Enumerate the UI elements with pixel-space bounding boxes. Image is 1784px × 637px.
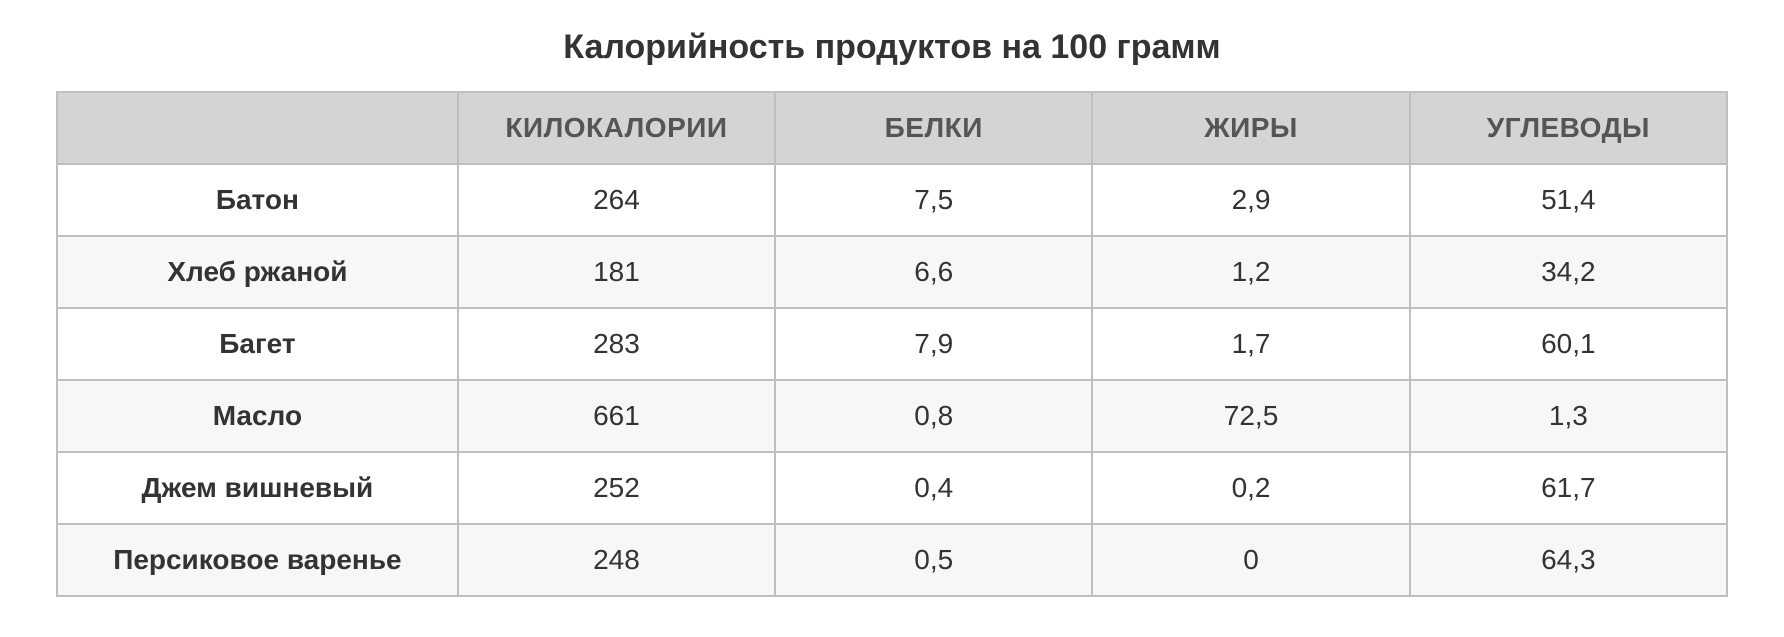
table-cell: 0	[1092, 524, 1409, 596]
page-container: Калорийность продуктов на 100 грамм КИЛО…	[0, 0, 1784, 637]
page-title: Калорийность продуктов на 100 грамм	[56, 28, 1728, 67]
table-row: Персиковое варенье 248 0,5 0 64,3	[57, 524, 1727, 596]
table-cell: 252	[458, 452, 775, 524]
table-cell: 1,3	[1410, 380, 1727, 452]
table-row: Батон 264 7,5 2,9 51,4	[57, 164, 1727, 236]
table-header-empty	[57, 92, 458, 164]
table-cell: 248	[458, 524, 775, 596]
table-cell: 51,4	[1410, 164, 1727, 236]
table-cell: 6,6	[775, 236, 1092, 308]
table-cell: 1,7	[1092, 308, 1409, 380]
table-header-cell: КИЛОКАЛОРИИ	[458, 92, 775, 164]
table-cell: 0,8	[775, 380, 1092, 452]
table-header-cell: ЖИРЫ	[1092, 92, 1409, 164]
table-row: Масло 661 0,8 72,5 1,3	[57, 380, 1727, 452]
table-row: Багет 283 7,9 1,7 60,1	[57, 308, 1727, 380]
table-cell: 64,3	[1410, 524, 1727, 596]
table-cell: 7,5	[775, 164, 1092, 236]
table-header-cell: БЕЛКИ	[775, 92, 1092, 164]
table-row-label: Багет	[57, 308, 458, 380]
table-row: Джем вишневый 252 0,4 0,2 61,7	[57, 452, 1727, 524]
table-cell: 72,5	[1092, 380, 1409, 452]
table-cell: 60,1	[1410, 308, 1727, 380]
table-header-cell: УГЛЕВОДЫ	[1410, 92, 1727, 164]
table-cell: 181	[458, 236, 775, 308]
table-row-label: Джем вишневый	[57, 452, 458, 524]
table-row-label: Батон	[57, 164, 458, 236]
table-cell: 1,2	[1092, 236, 1409, 308]
table-cell: 7,9	[775, 308, 1092, 380]
table-cell: 0,4	[775, 452, 1092, 524]
table-cell: 0,5	[775, 524, 1092, 596]
table-row: Хлеб ржаной 181 6,6 1,2 34,2	[57, 236, 1727, 308]
nutrition-table: КИЛОКАЛОРИИ БЕЛКИ ЖИРЫ УГЛЕВОДЫ Батон 26…	[56, 91, 1728, 597]
table-header-row: КИЛОКАЛОРИИ БЕЛКИ ЖИРЫ УГЛЕВОДЫ	[57, 92, 1727, 164]
table-cell: 2,9	[1092, 164, 1409, 236]
table-cell: 0,2	[1092, 452, 1409, 524]
table-cell: 661	[458, 380, 775, 452]
table-cell: 61,7	[1410, 452, 1727, 524]
table-row-label: Персиковое варенье	[57, 524, 458, 596]
table-row-label: Хлеб ржаной	[57, 236, 458, 308]
table-row-label: Масло	[57, 380, 458, 452]
table-cell: 34,2	[1410, 236, 1727, 308]
table-cell: 264	[458, 164, 775, 236]
table-cell: 283	[458, 308, 775, 380]
